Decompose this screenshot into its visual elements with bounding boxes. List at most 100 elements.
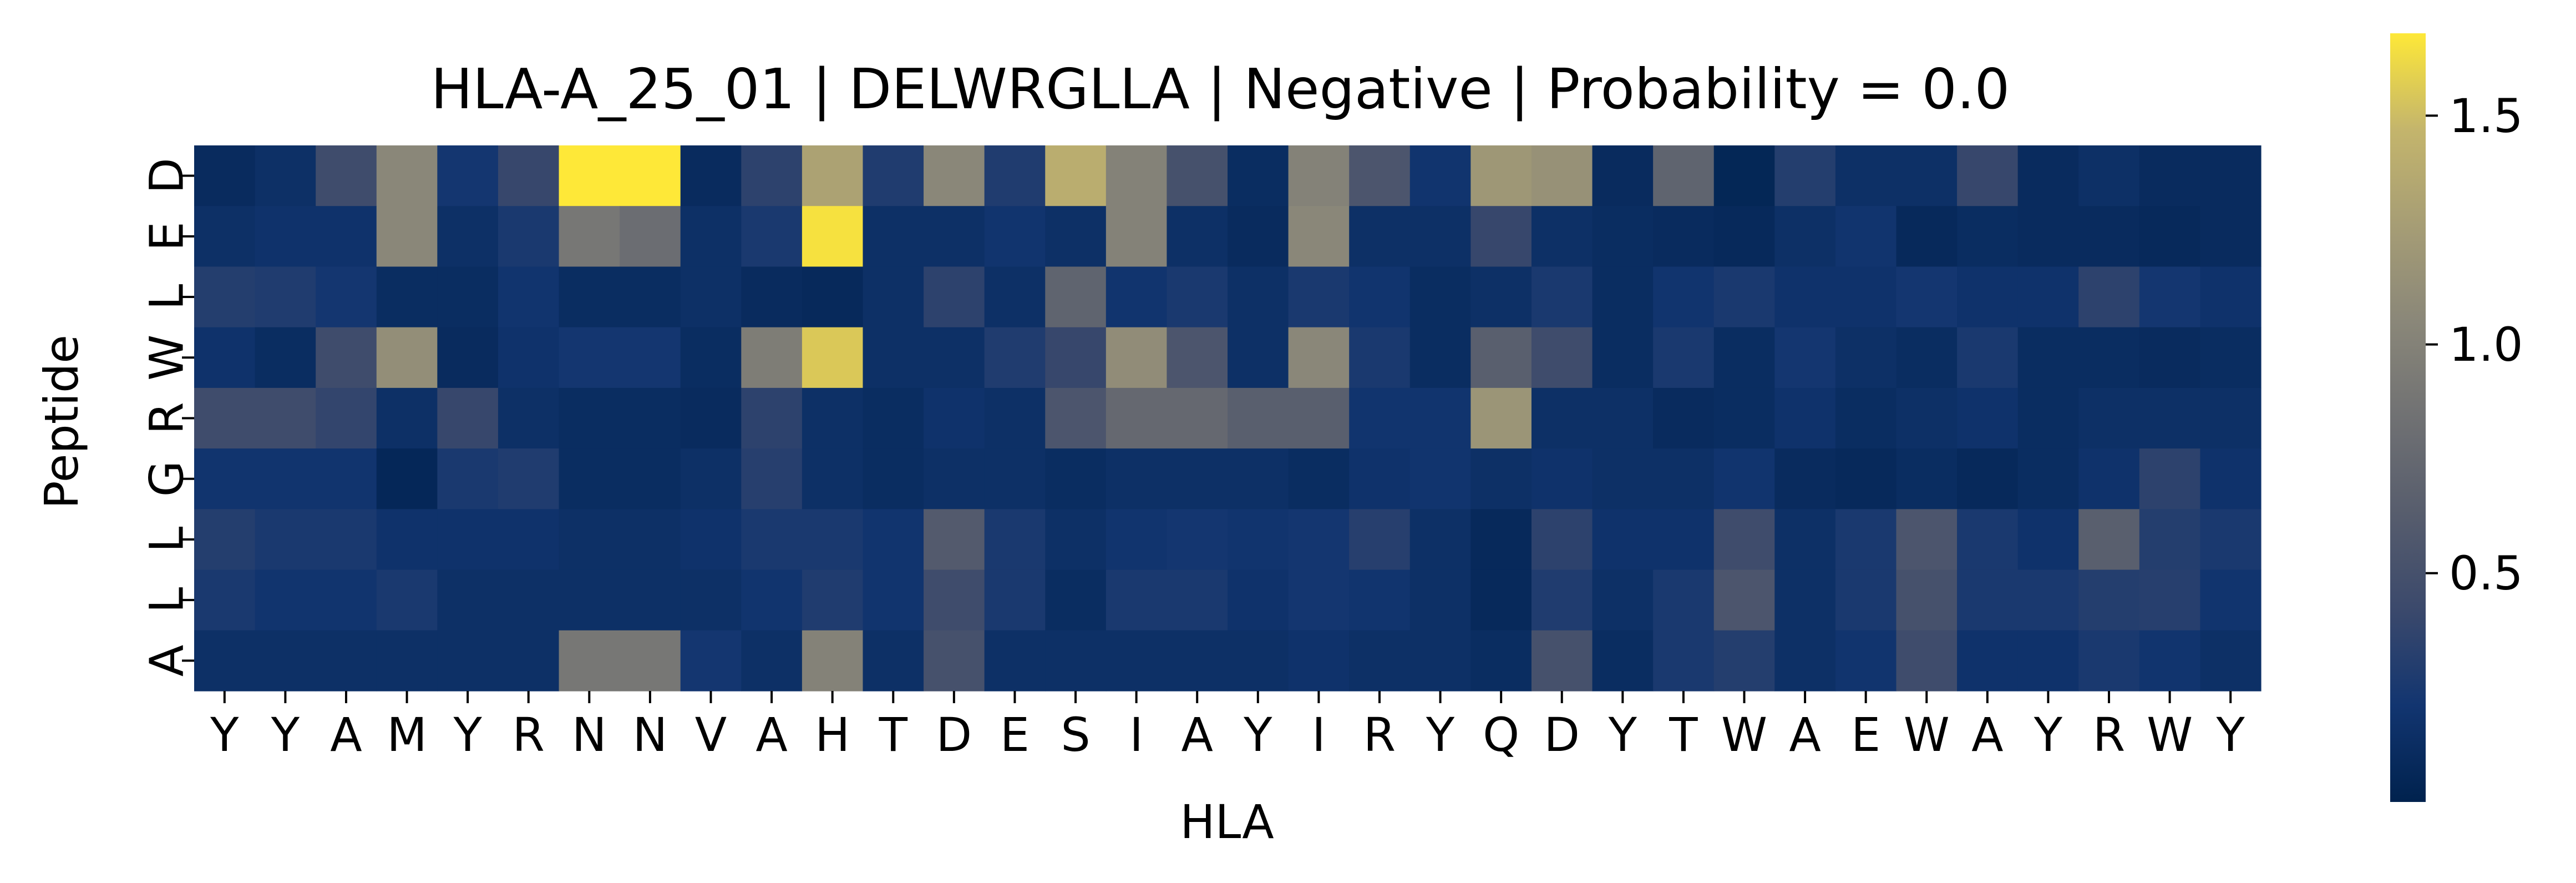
heatmap-cell [2078,327,2140,388]
heatmap-cell [924,266,985,328]
y-tick-label: G [139,461,194,497]
x-axis-label: HLA [1180,795,1274,849]
heatmap-cell [1106,569,1168,631]
heatmap-cell [863,387,924,449]
heatmap-cell [1470,509,1532,571]
heatmap-cell [1106,448,1168,509]
heatmap-cell [1531,509,1593,571]
heatmap-cell [559,266,620,328]
x-tick-label: T [879,708,908,762]
heatmap-cell [1774,206,1836,268]
heatmap-cell [2200,569,2261,631]
heatmap-cell [1592,145,1654,206]
heatmap-cell [194,509,256,571]
x-tick-label: W [2147,708,2193,762]
heatmap-cell [802,327,864,388]
heatmap-cell [1957,509,2019,571]
x-tick-label: H [815,708,850,762]
heatmap-cell [1106,327,1168,388]
heatmap-cell [1957,387,2019,449]
heatmap-cell [1957,630,2019,692]
heatmap-cell [1896,630,1958,692]
heatmap-cell [802,206,864,268]
heatmap-cell [1470,266,1532,328]
heatmap-cell [1531,448,1593,509]
heatmap-cell [741,569,803,631]
heatmap-cell [1835,327,1897,388]
heatmap-cell [924,509,985,571]
heatmap-cell [680,206,742,268]
heatmap-cell [620,630,681,692]
heatmap-cell [863,569,924,631]
heatmap-cell [194,448,256,509]
heatmap-cell [1349,387,1411,449]
heatmap-cell [1288,145,1350,206]
heatmap-cell [376,266,438,328]
heatmap-cell [376,448,438,509]
heatmap-cell [1592,266,1654,328]
x-tick-label: S [1061,708,1090,762]
x-tick-label: A [755,708,787,762]
heatmap-cell [559,509,620,571]
heatmap-cell [255,630,316,692]
heatmap-cell [559,387,620,449]
heatmap-cell [316,145,377,206]
heatmap-cell [1288,266,1350,328]
heatmap-cell [1288,569,1350,631]
heatmap-cell [1835,509,1897,571]
heatmap-cell [194,327,256,388]
heatmap-cell [2139,630,2201,692]
heatmap-cell [1409,387,1471,449]
heatmap-cell [1228,327,1289,388]
heatmap-cell [620,327,681,388]
heatmap-cell [1409,327,1471,388]
heatmap-cell [2078,387,2140,449]
heatmap-cell [1713,569,1775,631]
x-tick-label: N [632,708,667,762]
heatmap-cell [2078,630,2140,692]
x-tick-label: Y [271,708,300,762]
heatmap-cell [1713,509,1775,571]
x-tick-label: R [1363,708,1396,762]
heatmap-cell [194,206,256,268]
heatmap-cell [1349,509,1411,571]
heatmap-cell [559,448,620,509]
y-axis-label: Peptide [34,335,89,509]
x-tick-label: M [387,708,427,762]
heatmap-cell [316,630,377,692]
x-tick-label: I [1312,708,1326,762]
heatmap-cell [1409,569,1471,631]
heatmap-cell [1470,569,1532,631]
heatmap-cell [1228,266,1289,328]
heatmap-cell [1713,327,1775,388]
heatmap-cell [1653,509,1715,571]
heatmap-cell [1835,206,1897,268]
heatmap-cell [802,145,864,206]
heatmap-cell [1167,266,1228,328]
heatmap-cell [924,145,985,206]
heatmap-cell [194,569,256,631]
heatmap-cell [316,569,377,631]
heatmap-cell [255,569,316,631]
heatmap-cell [2017,327,2079,388]
heatmap-cell [984,327,1046,388]
y-tick-label: W [139,335,194,381]
heatmap-cell [2139,327,2201,388]
heatmap-cell [1167,630,1228,692]
heatmap-cell [1653,145,1715,206]
heatmap-cell [1592,387,1654,449]
heatmap-cell [559,327,620,388]
heatmap-cell [1288,448,1350,509]
heatmap-cell [2017,509,2079,571]
heatmap-cell [498,387,560,449]
heatmap-cell [1288,206,1350,268]
heatmap-cell [498,145,560,206]
heatmap-cell [1835,266,1897,328]
heatmap-cell [437,206,499,268]
heatmap-cell [1470,387,1532,449]
heatmap-cell [2078,569,2140,631]
heatmap-cell [1045,387,1107,449]
heatmap-cell [2200,327,2261,388]
heatmap-cell [741,448,803,509]
